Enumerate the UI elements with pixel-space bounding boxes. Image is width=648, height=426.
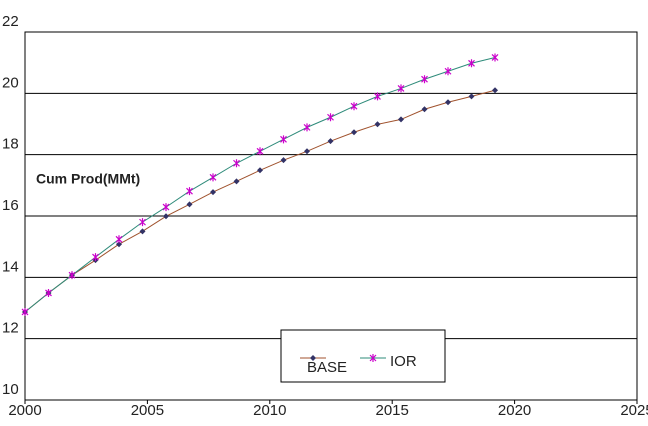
y-tick-label: 18 — [2, 136, 19, 153]
marker — [374, 121, 381, 128]
marker — [280, 135, 287, 144]
marker — [310, 355, 316, 361]
marker — [256, 147, 264, 156]
marker — [233, 159, 240, 168]
legend-box — [280, 329, 446, 383]
marker — [369, 354, 377, 362]
marker — [210, 189, 217, 196]
plot-border — [24, 31, 638, 401]
marker — [257, 167, 264, 174]
marker — [327, 113, 334, 122]
marker — [421, 75, 428, 84]
marker — [491, 53, 499, 62]
marker — [139, 228, 146, 235]
legend-label: IOR — [390, 353, 417, 370]
marker — [21, 307, 29, 316]
marker — [445, 99, 452, 106]
marker — [397, 84, 405, 93]
marker — [492, 87, 499, 94]
y-axis-label: Cum Prod(MMt) — [36, 171, 140, 187]
marker — [68, 271, 76, 280]
marker — [186, 187, 193, 196]
x-tick-label: 2015 — [376, 402, 409, 419]
marker — [374, 92, 381, 101]
marker — [304, 148, 311, 155]
x-tick-label: 2020 — [498, 402, 531, 419]
y-tick-label: 12 — [2, 320, 19, 337]
marker — [116, 241, 123, 248]
y-tick-label: 10 — [2, 381, 19, 398]
y-tick-label: 16 — [2, 197, 19, 214]
marker — [444, 67, 452, 76]
marker — [45, 288, 52, 297]
marker — [351, 129, 358, 136]
marker — [303, 123, 311, 132]
series-line — [24, 89, 496, 313]
x-tick-label: 2000 — [8, 402, 41, 419]
legend: BASE IOR — [280, 329, 446, 383]
marker — [327, 138, 334, 145]
marker — [162, 203, 170, 212]
legend-label: BASE — [307, 359, 347, 376]
marker — [350, 102, 358, 111]
marker — [115, 235, 123, 244]
x-tick-label: 2005 — [131, 402, 164, 419]
marker — [421, 106, 428, 113]
marker — [468, 59, 475, 68]
marker — [280, 157, 287, 164]
marker — [92, 253, 99, 262]
marker — [186, 201, 193, 208]
x-tick-label: 2010 — [253, 402, 286, 419]
marker — [209, 173, 217, 182]
x-tick-label: 2025 — [620, 402, 648, 419]
marker — [163, 213, 170, 220]
marker — [233, 178, 240, 185]
marker — [398, 116, 405, 123]
y-tick-label: 20 — [2, 74, 19, 91]
marker — [468, 93, 475, 100]
marker — [139, 218, 146, 227]
y-tick-label: 22 — [2, 13, 19, 30]
y-tick-label: 14 — [2, 258, 19, 275]
